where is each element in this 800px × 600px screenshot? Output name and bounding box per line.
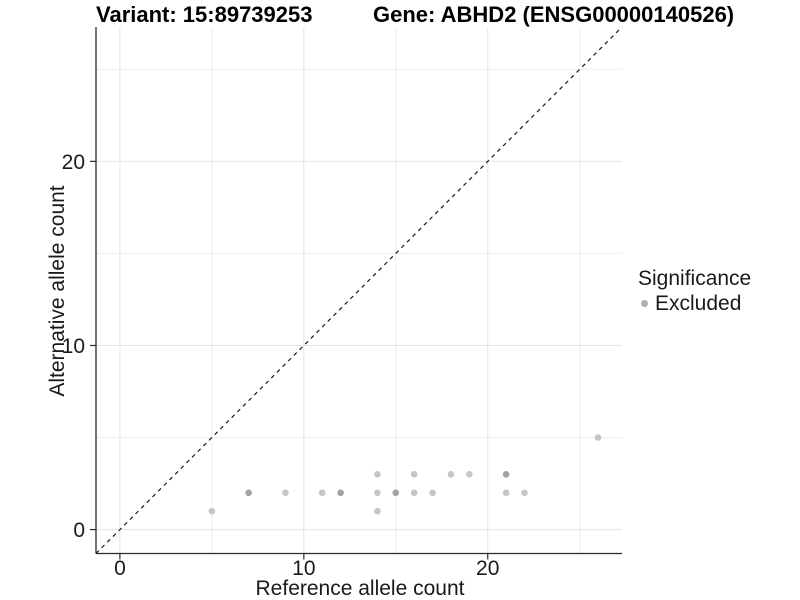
y-axis-title: Alternative allele count: [46, 185, 69, 397]
data-point: [245, 489, 252, 497]
data-point: [374, 489, 381, 497]
y-tick-label: 0: [73, 519, 85, 542]
data-point: [374, 507, 381, 515]
x-axis-title: Reference allele count: [255, 577, 465, 600]
data-point: [410, 489, 418, 497]
identity-reference-line: [95, 26, 623, 554]
data-point: [594, 434, 602, 441]
data-point: [410, 471, 418, 478]
data-point: [447, 471, 455, 478]
data-point: [429, 489, 436, 497]
point-key-icon: [641, 300, 648, 307]
y-tick-label: 20: [62, 151, 85, 174]
legend-item-label: Excluded: [655, 292, 742, 315]
legend: Significance Excluded: [638, 266, 751, 316]
x-tick-label: 0: [114, 557, 126, 580]
legend-item-excluded: Excluded: [638, 291, 751, 316]
y-tick-label: 10: [62, 335, 85, 358]
x-tick-label: 10: [292, 557, 315, 580]
variant-title: Variant: 15:89739253: [96, 2, 313, 27]
data-point: [374, 471, 381, 478]
data-point: [282, 489, 289, 497]
data-point: [392, 489, 400, 497]
data-point: [208, 507, 216, 515]
data-point: [521, 489, 528, 497]
gene-title: Gene: ABHD2 (ENSG00000140526): [373, 2, 735, 27]
data-point: [502, 489, 510, 497]
data-point: [502, 471, 510, 478]
data-point: [466, 471, 473, 478]
x-tick-label: 20: [476, 557, 499, 580]
legend-title: Significance: [638, 267, 752, 290]
data-point: [337, 489, 344, 497]
data-point: [318, 489, 326, 497]
